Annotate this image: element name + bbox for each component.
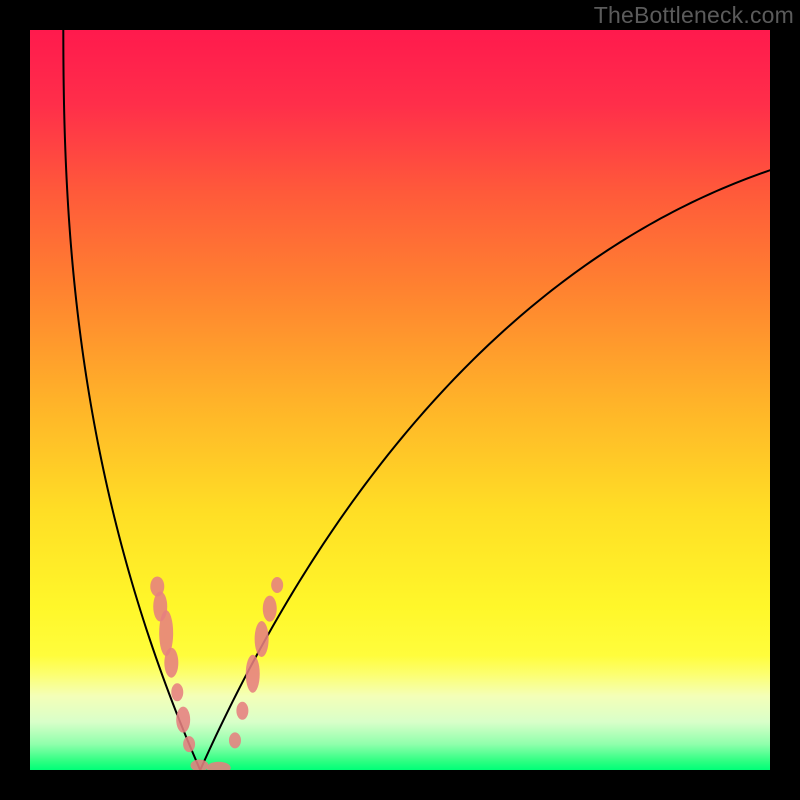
data-marker	[255, 621, 269, 657]
data-marker	[229, 732, 241, 748]
watermark-text: TheBottleneck.com	[594, 2, 794, 29]
data-marker	[263, 596, 277, 622]
chart-container: TheBottleneck.com	[0, 0, 800, 800]
data-marker	[271, 577, 283, 593]
data-marker	[164, 648, 178, 678]
data-marker	[246, 655, 260, 693]
data-marker	[183, 736, 195, 752]
gradient-background	[30, 30, 770, 770]
chart-svg	[0, 0, 800, 800]
data-marker	[236, 702, 248, 720]
data-marker	[176, 707, 190, 733]
data-marker	[171, 683, 183, 701]
data-marker	[190, 760, 208, 772]
